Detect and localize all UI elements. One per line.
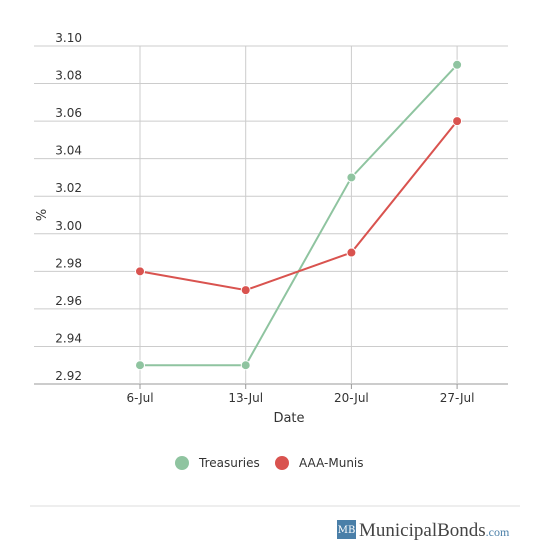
data-point — [452, 59, 463, 70]
x-tick-label: 13-Jul — [228, 391, 263, 405]
y-tick-label: 3.00 — [55, 219, 82, 233]
legend-label: AAA-Munis — [299, 456, 364, 470]
legend-label: Treasuries — [198, 456, 260, 470]
logo-brand-name: MunicipalBonds — [359, 520, 486, 541]
y-tick-label: 3.08 — [55, 69, 82, 83]
series-line — [140, 64, 458, 367]
x-axis-title: Date — [273, 411, 304, 426]
data-point — [135, 360, 145, 371]
x-tick-label: 20-Jul — [334, 391, 369, 405]
logo-mark: MB — [338, 525, 356, 536]
data-point — [135, 266, 145, 277]
series-line — [139, 120, 458, 292]
data-point — [346, 247, 357, 258]
logo-box — [337, 520, 356, 539]
logo-brand: MunicipalBonds.com — [359, 520, 510, 541]
y-axis-title: % — [35, 209, 50, 221]
x-tick-label: 27-Jul — [440, 391, 475, 405]
y-tick-label: 2.98 — [55, 256, 82, 270]
y-tick-label: 3.06 — [55, 106, 82, 120]
data-point — [240, 360, 251, 371]
y-tick-label: 2.96 — [55, 294, 82, 308]
y-tick-label: 2.94 — [55, 331, 82, 345]
legend-swatch — [175, 456, 189, 470]
y-tick-label: 3.04 — [55, 144, 82, 158]
x-tick-label: 6-Jul — [126, 391, 153, 405]
data-point — [346, 172, 357, 183]
data-point — [452, 116, 463, 127]
y-tick-label: 3.02 — [55, 181, 82, 195]
legend-swatch — [275, 456, 289, 470]
y-tick-label: 2.92 — [55, 369, 82, 383]
logo-domain: .com — [486, 525, 510, 539]
data-point — [240, 285, 251, 296]
y-tick-label: 3.10 — [55, 31, 82, 45]
